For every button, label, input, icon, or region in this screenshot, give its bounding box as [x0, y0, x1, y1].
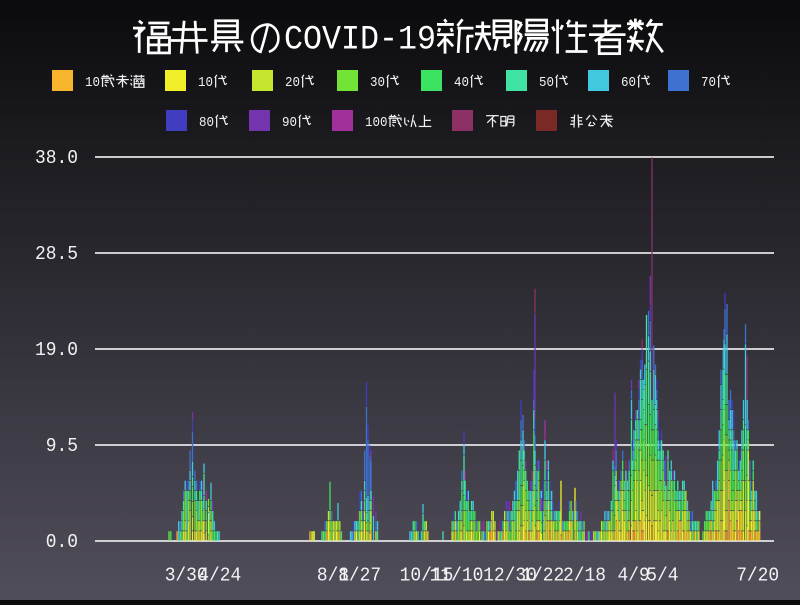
svg-text:0.0: 0.0	[46, 531, 78, 553]
svg-text:10: 10	[85, 75, 100, 91]
svg-text:40: 40	[454, 75, 469, 91]
svg-text:19.0: 19.0	[35, 339, 78, 361]
svg-text:100: 100	[365, 115, 388, 131]
svg-text:11/10: 11/10	[430, 564, 484, 586]
svg-text:3/30: 3/30	[165, 564, 208, 586]
svg-text:7/20: 7/20	[736, 564, 779, 586]
svg-text:90: 90	[282, 115, 297, 131]
svg-text:4/24: 4/24	[198, 564, 241, 586]
svg-text:10: 10	[198, 75, 213, 91]
svg-text:30: 30	[370, 75, 385, 91]
svg-text:28.5: 28.5	[35, 243, 78, 265]
svg-text:4/9: 4/9	[618, 564, 650, 586]
svg-text:70: 70	[701, 75, 716, 91]
svg-text:20: 20	[285, 75, 300, 91]
svg-text:COVID-19: COVID-19	[284, 22, 436, 60]
svg-text:60: 60	[621, 75, 636, 91]
svg-text:5/4: 5/4	[646, 564, 678, 586]
svg-text:50: 50	[539, 75, 554, 91]
svg-text:38.0: 38.0	[35, 147, 78, 169]
svg-text:9.5: 9.5	[46, 435, 78, 457]
svg-text:80: 80	[199, 115, 214, 131]
svg-text:10/15: 10/15	[400, 564, 454, 586]
svg-text:12/30: 12/30	[483, 564, 537, 586]
svg-text:1/22: 1/22	[521, 564, 564, 586]
svg-text:2/18: 2/18	[563, 564, 606, 586]
svg-text:8/1: 8/1	[317, 564, 349, 586]
svg-text:8/27: 8/27	[338, 564, 381, 586]
